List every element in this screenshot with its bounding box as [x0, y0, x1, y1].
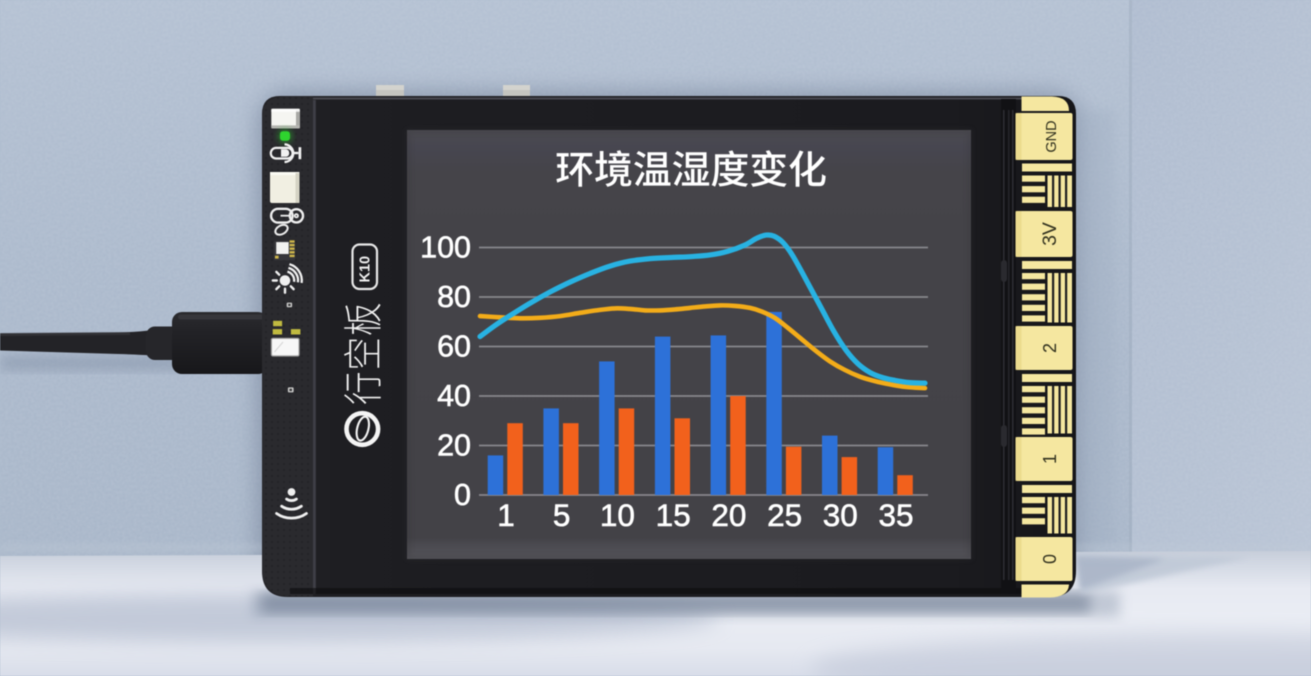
- svg-text:2: 2: [1040, 343, 1060, 353]
- svg-text:GND: GND: [1044, 120, 1060, 152]
- svg-text:35: 35: [878, 497, 913, 533]
- svg-text:0: 0: [454, 478, 471, 512]
- svg-text:15: 15: [656, 497, 691, 533]
- svg-text:60: 60: [437, 330, 471, 364]
- svg-text:1: 1: [1040, 454, 1060, 464]
- svg-text:20: 20: [437, 429, 471, 463]
- svg-text:K10: K10: [358, 256, 374, 283]
- svg-text:20: 20: [711, 497, 746, 533]
- svg-text:80: 80: [437, 280, 471, 314]
- svg-text:30: 30: [823, 497, 858, 533]
- svg-text:3V: 3V: [1039, 222, 1061, 246]
- svg-text:0: 0: [1040, 554, 1060, 564]
- svg-text:40: 40: [437, 379, 471, 413]
- svg-text:10: 10: [600, 497, 635, 533]
- svg-text:5: 5: [553, 497, 571, 533]
- svg-text:1: 1: [497, 497, 515, 533]
- svg-text:100: 100: [420, 231, 471, 265]
- svg-text:25: 25: [767, 497, 802, 533]
